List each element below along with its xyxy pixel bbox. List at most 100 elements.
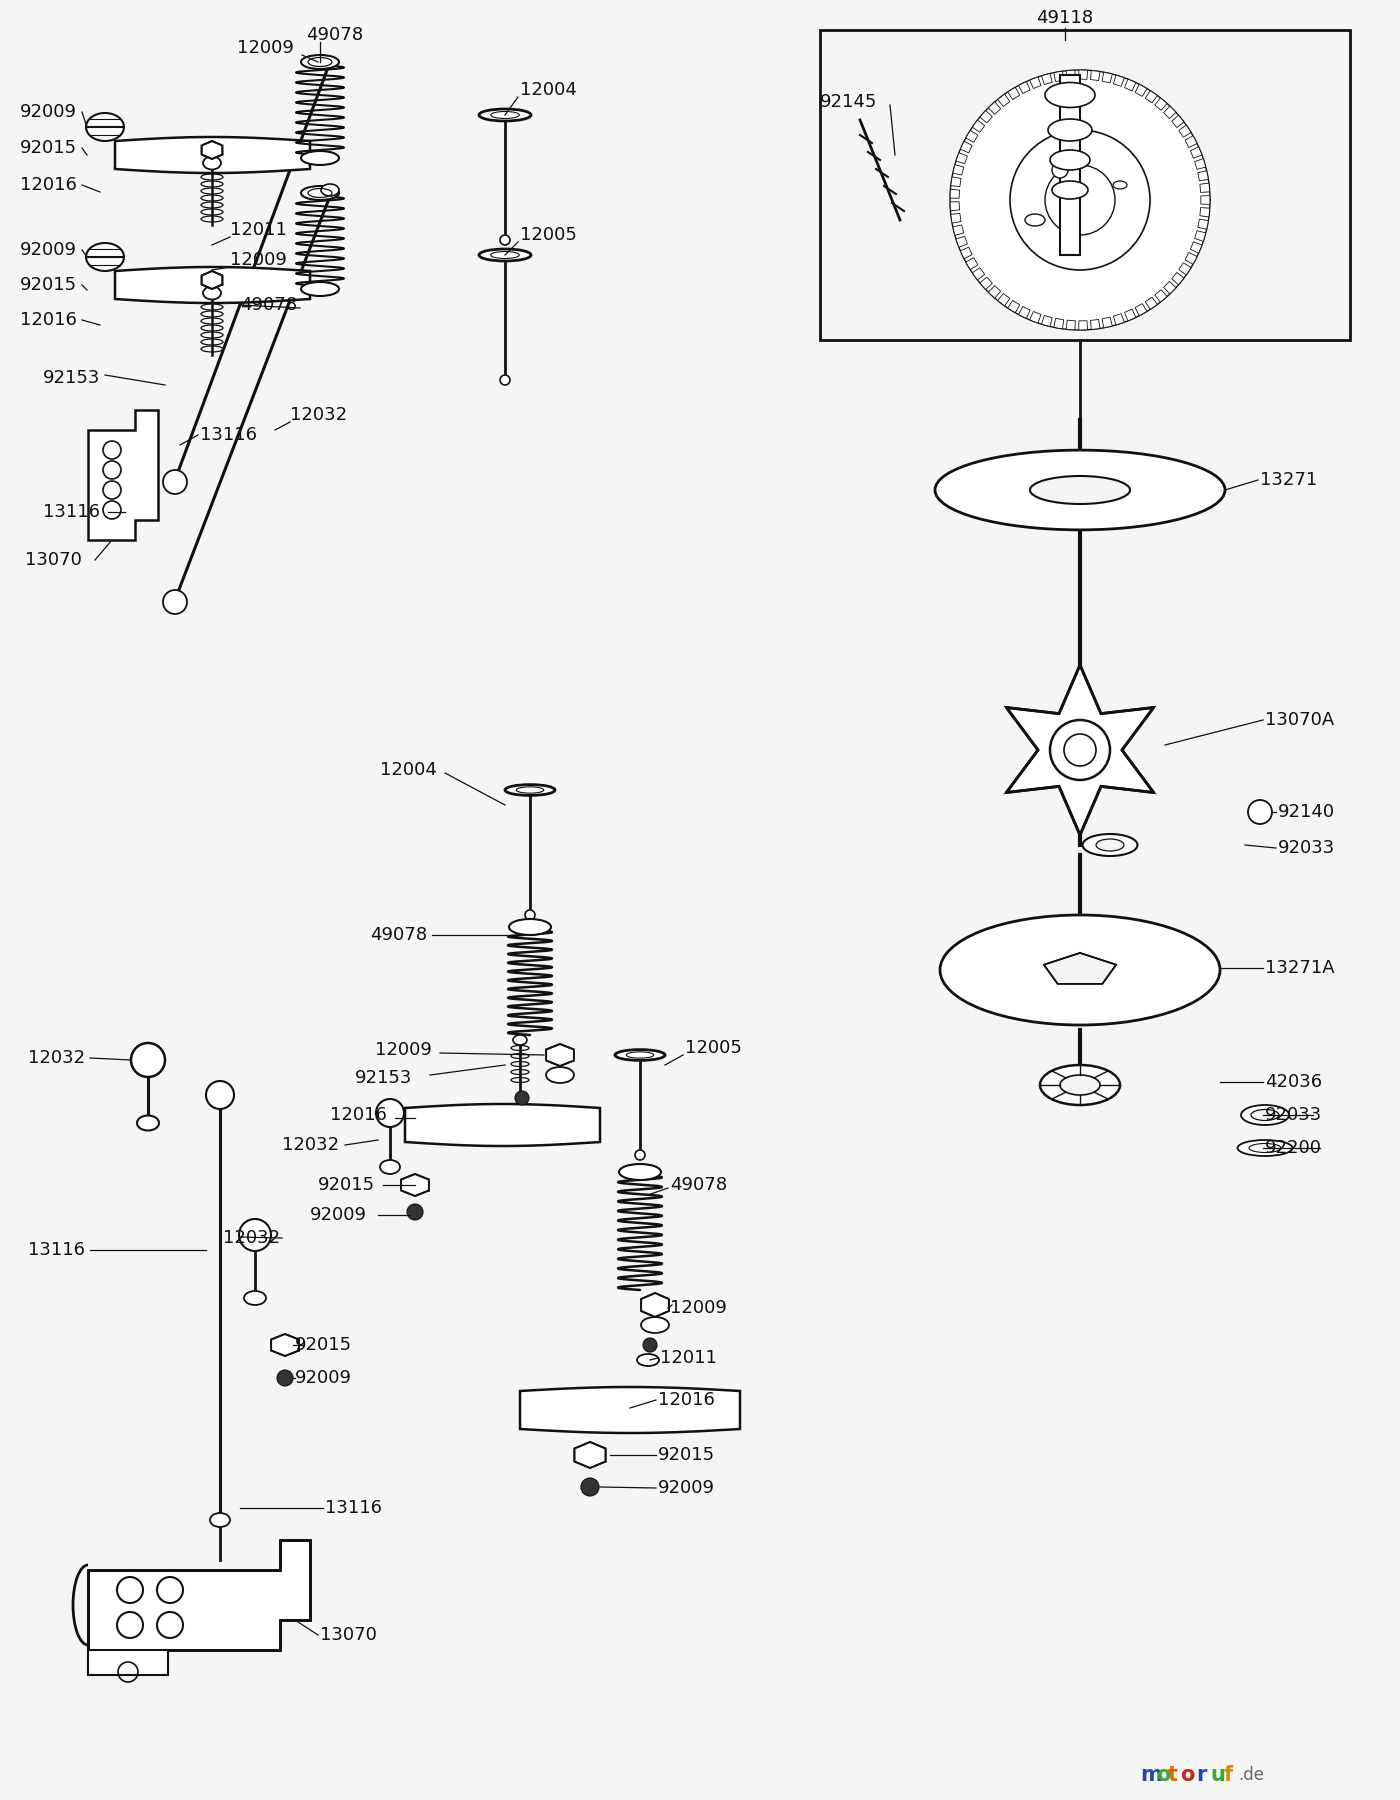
Circle shape [515,1091,529,1105]
Text: 13271: 13271 [1260,472,1317,490]
Polygon shape [1008,88,1019,99]
Circle shape [239,1219,272,1251]
Polygon shape [1163,106,1176,119]
Text: 12032: 12032 [281,1136,339,1154]
Polygon shape [1030,311,1042,322]
Ellipse shape [479,110,531,121]
Polygon shape [998,94,1009,106]
Ellipse shape [935,450,1225,529]
Polygon shape [1091,319,1100,329]
Ellipse shape [85,243,125,272]
Ellipse shape [637,1354,659,1366]
Bar [1060,76,1079,256]
Polygon shape [1200,184,1210,193]
Polygon shape [1184,135,1197,148]
Polygon shape [1172,272,1184,284]
Text: 12009: 12009 [230,250,287,268]
Text: 13116: 13116 [200,427,258,445]
Ellipse shape [1096,839,1124,851]
Bar [820,31,1350,340]
Polygon shape [202,272,223,290]
Polygon shape [1113,76,1124,86]
Polygon shape [519,1388,741,1433]
Ellipse shape [1249,1143,1281,1152]
Polygon shape [1042,74,1053,85]
Polygon shape [953,225,963,236]
Text: o: o [1156,1766,1170,1786]
Ellipse shape [641,1318,669,1334]
Text: 92140: 92140 [1278,803,1336,821]
Ellipse shape [203,157,221,169]
Polygon shape [1135,85,1147,97]
Polygon shape [88,1541,309,1651]
Polygon shape [1145,90,1158,103]
Text: .de: .de [1238,1766,1264,1784]
Text: 13070A: 13070A [1266,711,1334,729]
Polygon shape [1113,313,1124,326]
Polygon shape [956,153,967,164]
Polygon shape [980,277,993,290]
Polygon shape [1194,230,1205,241]
Polygon shape [1054,72,1064,81]
Polygon shape [1054,319,1064,329]
Text: 92009: 92009 [309,1206,367,1224]
Ellipse shape [1030,475,1130,504]
Polygon shape [1155,290,1168,302]
Ellipse shape [546,1067,574,1084]
Polygon shape [1179,263,1191,275]
Ellipse shape [1044,83,1095,108]
Polygon shape [966,130,979,142]
Ellipse shape [1113,182,1127,189]
Text: 12005: 12005 [685,1039,742,1057]
Polygon shape [1044,952,1116,985]
Ellipse shape [1049,119,1092,140]
Polygon shape [641,1292,669,1318]
Ellipse shape [301,56,339,68]
Polygon shape [1163,281,1176,293]
Ellipse shape [1025,214,1044,227]
Polygon shape [1067,320,1075,329]
Text: 12004: 12004 [519,81,577,99]
Polygon shape [402,1174,428,1195]
Text: 92009: 92009 [20,103,77,121]
Circle shape [525,911,535,920]
Text: 12011: 12011 [659,1348,717,1366]
Text: 49118: 49118 [1036,9,1093,27]
Circle shape [162,470,188,493]
Text: 12016: 12016 [330,1105,386,1123]
Circle shape [407,1204,423,1220]
Polygon shape [1102,317,1113,328]
Polygon shape [973,121,984,131]
Text: f: f [1224,1766,1233,1786]
Polygon shape [1008,301,1019,313]
Polygon shape [998,293,1009,306]
Text: 13271A: 13271A [1266,959,1334,977]
Text: 92015: 92015 [318,1175,375,1193]
Polygon shape [1067,70,1075,79]
Text: 12032: 12032 [290,407,347,425]
Text: 13116: 13116 [325,1499,382,1517]
Polygon shape [973,268,984,281]
Text: 49078: 49078 [239,295,297,313]
Text: 12009: 12009 [671,1300,727,1318]
Polygon shape [1201,196,1210,205]
Polygon shape [115,266,309,302]
Text: 13070: 13070 [321,1625,377,1643]
Polygon shape [1124,310,1135,320]
Text: 13116: 13116 [43,502,99,520]
Polygon shape [546,1044,574,1066]
Polygon shape [1190,148,1203,158]
Polygon shape [951,202,959,211]
Text: 42036: 42036 [1266,1073,1322,1091]
Circle shape [636,1150,645,1159]
Ellipse shape [1051,182,1088,200]
Circle shape [277,1370,293,1386]
Ellipse shape [510,920,552,934]
Polygon shape [1007,664,1154,835]
Text: 12016: 12016 [20,311,77,329]
Polygon shape [951,214,960,223]
Polygon shape [272,1334,298,1355]
Ellipse shape [1252,1109,1280,1120]
Ellipse shape [615,1049,665,1060]
Polygon shape [1124,79,1135,90]
